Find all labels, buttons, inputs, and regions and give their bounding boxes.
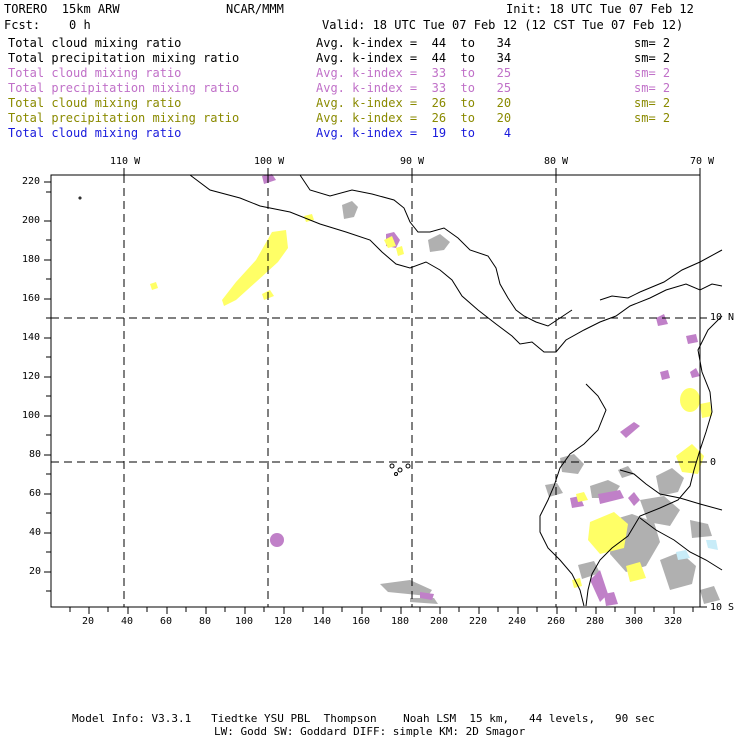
x-tick-label: 60 bbox=[160, 616, 173, 627]
x-grid-ticks bbox=[69, 607, 694, 614]
x-tick-label: 260 bbox=[547, 616, 566, 627]
map-frame bbox=[50, 174, 701, 608]
y-tick-label: 20 bbox=[29, 566, 42, 577]
y-tick-label: 60 bbox=[29, 488, 42, 499]
legend-sm: sm= 2 bbox=[634, 66, 671, 80]
legend-index: Avg. k-index = 44 to 34 bbox=[316, 51, 512, 65]
legend-index: Avg. k-index = 26 to 20 bbox=[316, 111, 512, 125]
x-tick-label: 220 bbox=[469, 616, 488, 627]
legend-field: Total precipitation mixing ratio bbox=[8, 111, 240, 125]
x-tick-label: 40 bbox=[121, 616, 134, 627]
x-tick-label: 120 bbox=[274, 616, 293, 627]
x-tick-label: 140 bbox=[313, 616, 332, 627]
legend-field: Total precipitation mixing ratio bbox=[8, 51, 240, 65]
y-grid-ticks bbox=[44, 181, 51, 592]
y-tick-label: 200 bbox=[22, 215, 41, 226]
x-tick-label: 100 bbox=[235, 616, 254, 627]
legend-index: Avg. k-index = 33 to 25 bbox=[316, 66, 512, 80]
model-info: Model Info: V3.3.1 Tiedtke YSU PBL Thomp… bbox=[72, 712, 655, 725]
y-tick-label: 220 bbox=[22, 176, 41, 187]
x-tick-label: 200 bbox=[430, 616, 449, 627]
lon-label: 90 W bbox=[400, 156, 425, 167]
x-tick-label: 20 bbox=[82, 616, 95, 627]
lon-ticks bbox=[123, 168, 701, 175]
legend-field: Total cloud mixing ratio bbox=[8, 126, 182, 140]
x-tick-label: 180 bbox=[391, 616, 410, 627]
x-tick-label: 320 bbox=[664, 616, 683, 627]
legend-sm: sm= 2 bbox=[634, 111, 671, 125]
forecast-hour: Fcst: 0 h bbox=[4, 18, 91, 32]
legend-index: Avg. k-index = 19 to 4 bbox=[316, 126, 512, 140]
lat-ticks bbox=[700, 317, 707, 608]
model-title: TORERO 15km ARW bbox=[4, 2, 120, 16]
valid-time: Valid: 18 UTC Tue 07 Feb 12 (12 CST Tue … bbox=[322, 18, 684, 32]
lat-label: 10 S bbox=[710, 602, 735, 613]
y-tick-label: 160 bbox=[22, 293, 41, 304]
x-tick-label: 160 bbox=[352, 616, 371, 627]
x-tick-label: 80 bbox=[199, 616, 212, 627]
x-tick-label: 300 bbox=[625, 616, 644, 627]
legend-index: Avg. k-index = 33 to 25 bbox=[316, 81, 512, 95]
legend-sm: sm= 2 bbox=[634, 51, 671, 65]
legend-index: Avg. k-index = 26 to 20 bbox=[316, 96, 512, 110]
x-tick-label: 240 bbox=[508, 616, 527, 627]
legend-sm: sm= 2 bbox=[634, 96, 671, 110]
y-tick-label: 40 bbox=[29, 527, 42, 538]
init-time: Init: 18 UTC Tue 07 Feb 12 bbox=[506, 2, 694, 16]
y-tick-label: 100 bbox=[22, 410, 41, 421]
legend-field: Total cloud mixing ratio bbox=[8, 36, 182, 50]
y-tick-label: 140 bbox=[22, 332, 41, 343]
legend-field: Total precipitation mixing ratio bbox=[8, 81, 240, 95]
lon-label: 110 W bbox=[110, 156, 141, 167]
lon-label: 70 W bbox=[690, 156, 715, 167]
legend-sm: sm= 2 bbox=[634, 81, 671, 95]
x-tick-label: 280 bbox=[586, 616, 605, 627]
y-tick-label: 120 bbox=[22, 371, 41, 382]
lon-label: 80 W bbox=[544, 156, 569, 167]
lat-label: 10 N bbox=[710, 312, 735, 323]
gray-cloud-field bbox=[342, 201, 720, 604]
legend-sm: sm= 2 bbox=[634, 36, 671, 50]
lat-label: 0 bbox=[710, 457, 717, 468]
org-title: NCAR/MMM bbox=[226, 2, 284, 16]
yellow-precip-field bbox=[150, 214, 712, 588]
lon-label: 100 W bbox=[254, 156, 285, 167]
physics-info: LW: Godd SW: Goddard DIFF: simple KM: 2D… bbox=[214, 725, 526, 738]
legend-field: Total cloud mixing ratio bbox=[8, 66, 182, 80]
y-tick-label: 180 bbox=[22, 254, 41, 265]
coastline bbox=[78, 174, 723, 607]
y-tick-label: 80 bbox=[29, 449, 42, 460]
legend-index: Avg. k-index = 44 to 34 bbox=[316, 36, 512, 50]
graticule bbox=[51, 175, 700, 607]
legend-field: Total cloud mixing ratio bbox=[8, 96, 182, 110]
lightblue-field bbox=[676, 540, 718, 560]
